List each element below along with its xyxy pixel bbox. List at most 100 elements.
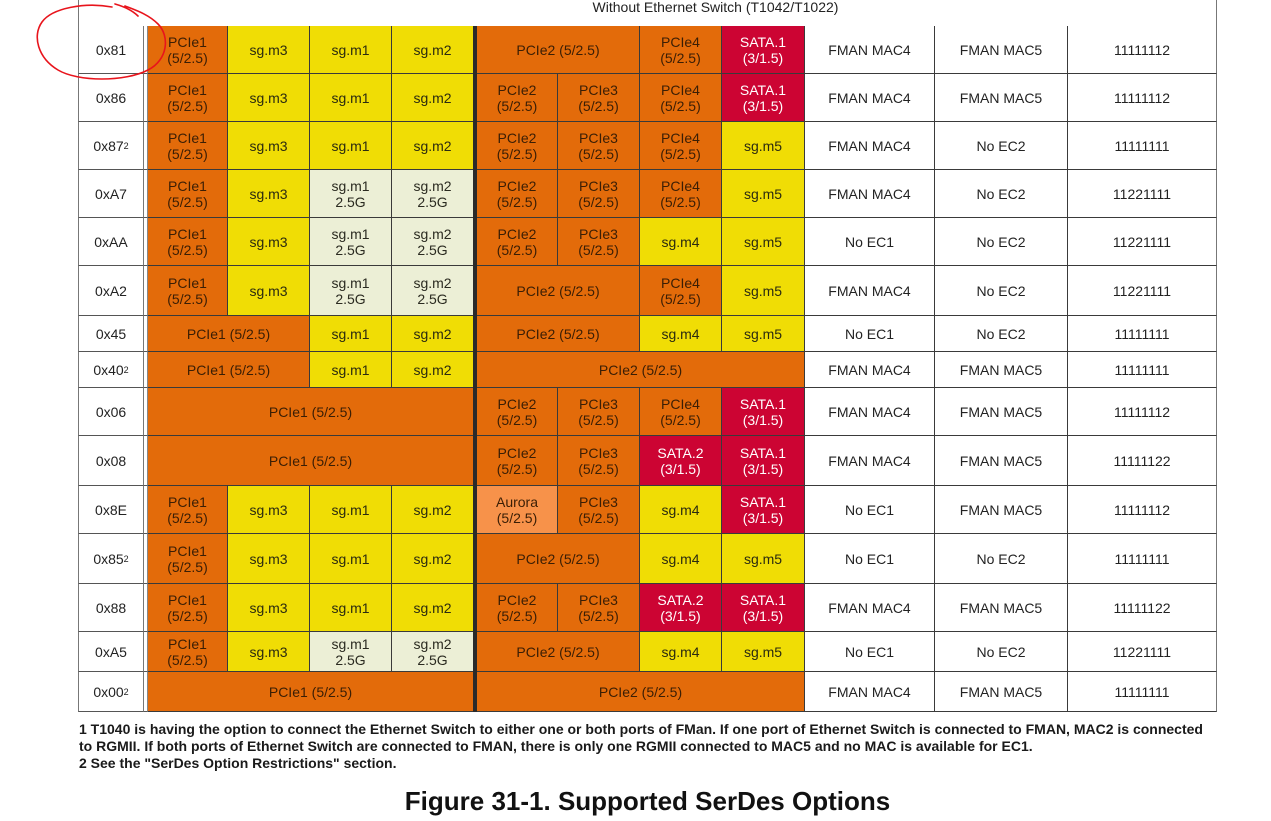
- lane-cell: sg.m2: [392, 316, 473, 352]
- lane-cell: sg.m2: [392, 122, 473, 170]
- spacer: [144, 584, 148, 632]
- serdes-protocol-hex: 0xA7: [78, 170, 144, 218]
- lane-cell: PCIe2 (5/2.5): [477, 170, 558, 218]
- lane-cell: PCIe1 (5/2.5): [148, 170, 228, 218]
- rcw-code-cell: 11221111: [1068, 266, 1217, 316]
- figure-caption-text: Figure 31-1. Supported SerDes Options: [404, 786, 891, 816]
- rcw-code-cell: 11221111: [1068, 170, 1217, 218]
- lane-cell: PCIe2 (5/2.5): [477, 316, 640, 352]
- lane-cell: sg.m1 2.5G: [310, 218, 392, 266]
- lane-cell: sg.m2: [392, 352, 473, 388]
- lane-cell: PCIe2 (5/2.5): [477, 218, 558, 266]
- lane-cell: sg.m3: [228, 486, 310, 534]
- lane-cell: PCIe3 (5/2.5): [558, 74, 640, 122]
- lane-cell: PCIe1 (5/2.5): [148, 352, 310, 388]
- lane-cell: PCIe4 (5/2.5): [640, 266, 722, 316]
- footnotes: 1 T1040 is having the option to connect …: [79, 721, 1219, 772]
- lane-cell: SATA.1 (3/1.5): [722, 436, 805, 486]
- lane-cell: SATA.1 (3/1.5): [722, 584, 805, 632]
- lane-cell: Aurora (5/2.5): [477, 486, 558, 534]
- lane-cell: PCIe1 (5/2.5): [148, 632, 228, 672]
- lane-cell: sg.m5: [722, 122, 805, 170]
- serdes-protocol-hex: 0x81: [78, 26, 144, 74]
- header-title: Without Ethernet Switch (T1042/T1022): [592, 0, 839, 15]
- lane-cell: SATA.1 (3/1.5): [722, 486, 805, 534]
- ec1-cell: No EC1: [805, 218, 935, 266]
- lane-cell: sg.m5: [722, 266, 805, 316]
- lane-cell: sg.m4: [640, 534, 722, 584]
- ec2-cell: No EC2: [935, 122, 1068, 170]
- serdes-protocol-hex: 0x08: [78, 436, 144, 486]
- lane-cell: sg.m2: [392, 26, 473, 74]
- ec2-cell: FMAN MAC5: [935, 672, 1068, 712]
- lane-cell: sg.m5: [722, 632, 805, 672]
- ec1-cell: FMAN MAC4: [805, 388, 935, 436]
- lane-group-divider: [473, 26, 477, 712]
- lane-cell: sg.m2: [392, 534, 473, 584]
- ec1-cell: FMAN MAC4: [805, 672, 935, 712]
- serdes-protocol-hex: 0xA2: [78, 266, 144, 316]
- lane-cell: sg.m2: [392, 486, 473, 534]
- lane-cell: PCIe2 (5/2.5): [477, 584, 558, 632]
- lane-cell: sg.m2: [392, 74, 473, 122]
- spacer: [144, 74, 148, 122]
- serdes-protocol-hex: 0x88: [78, 584, 144, 632]
- lane-cell: PCIe3 (5/2.5): [558, 170, 640, 218]
- lane-cell: sg.m1: [310, 26, 392, 74]
- ec1-cell: FMAN MAC4: [805, 436, 935, 486]
- ec2-cell: FMAN MAC5: [935, 352, 1068, 388]
- lane-cell: sg.m1: [310, 486, 392, 534]
- rcw-code-cell: 11111111: [1068, 672, 1217, 712]
- spacer: [144, 218, 148, 266]
- lane-cell: PCIe2 (5/2.5): [477, 388, 558, 436]
- spacer: [144, 672, 148, 712]
- lane-cell: sg.m5: [722, 170, 805, 218]
- rcw-code-cell: 11111112: [1068, 26, 1217, 74]
- lane-cell: sg.m1 2.5G: [310, 266, 392, 316]
- lane-cell: sg.m3: [228, 632, 310, 672]
- lane-cell: sg.m3: [228, 534, 310, 584]
- lane-cell: sg.m3: [228, 170, 310, 218]
- ec2-cell: FMAN MAC5: [935, 486, 1068, 534]
- lane-cell: sg.m2 2.5G: [392, 632, 473, 672]
- rcw-code-cell: 11111112: [1068, 74, 1217, 122]
- lane-cell: PCIe2 (5/2.5): [477, 352, 805, 388]
- lane-cell: PCIe3 (5/2.5): [558, 584, 640, 632]
- lane-cell: PCIe4 (5/2.5): [640, 388, 722, 436]
- lane-cell: PCIe3 (5/2.5): [558, 218, 640, 266]
- lane-cell: sg.m1: [310, 584, 392, 632]
- ec2-cell: FMAN MAC5: [935, 26, 1068, 74]
- lane-cell: PCIe1 (5/2.5): [148, 266, 228, 316]
- lane-cell: SATA.2 (3/1.5): [640, 436, 722, 486]
- ec1-cell: FMAN MAC4: [805, 74, 935, 122]
- lane-cell: sg.m2 2.5G: [392, 266, 473, 316]
- lane-cell: sg.m3: [228, 122, 310, 170]
- spacer: [144, 436, 148, 486]
- lane-cell: PCIe1 (5/2.5): [148, 218, 228, 266]
- lane-cell: sg.m2 2.5G: [392, 218, 473, 266]
- ec2-cell: No EC2: [935, 218, 1068, 266]
- footnote-1: 1 T1040 is having the option to connect …: [79, 721, 1203, 754]
- lane-cell: sg.m1: [310, 534, 392, 584]
- serdes-protocol-hex: 0x40 2: [78, 352, 144, 388]
- lane-cell: sg.m5: [722, 534, 805, 584]
- lane-cell: sg.m1 2.5G: [310, 632, 392, 672]
- lane-cell: SATA.1 (3/1.5): [722, 388, 805, 436]
- ec1-cell: No EC1: [805, 486, 935, 534]
- lane-cell: PCIe1 (5/2.5): [148, 316, 310, 352]
- ec1-cell: No EC1: [805, 632, 935, 672]
- lane-cell: sg.m1: [310, 74, 392, 122]
- spacer: [144, 352, 148, 388]
- lane-cell: PCIe2 (5/2.5): [477, 26, 640, 74]
- lane-cell: PCIe1 (5/2.5): [148, 584, 228, 632]
- serdes-protocol-hex: 0x45: [78, 316, 144, 352]
- lane-cell: SATA.1 (3/1.5): [722, 26, 805, 74]
- lane-cell: PCIe4 (5/2.5): [640, 122, 722, 170]
- lane-cell: SATA.2 (3/1.5): [640, 584, 722, 632]
- lane-cell: sg.m1: [310, 316, 392, 352]
- lane-cell: PCIe1 (5/2.5): [148, 74, 228, 122]
- lane-cell: PCIe3 (5/2.5): [558, 436, 640, 486]
- lane-cell: sg.m3: [228, 218, 310, 266]
- rcw-code-cell: 11111122: [1068, 584, 1217, 632]
